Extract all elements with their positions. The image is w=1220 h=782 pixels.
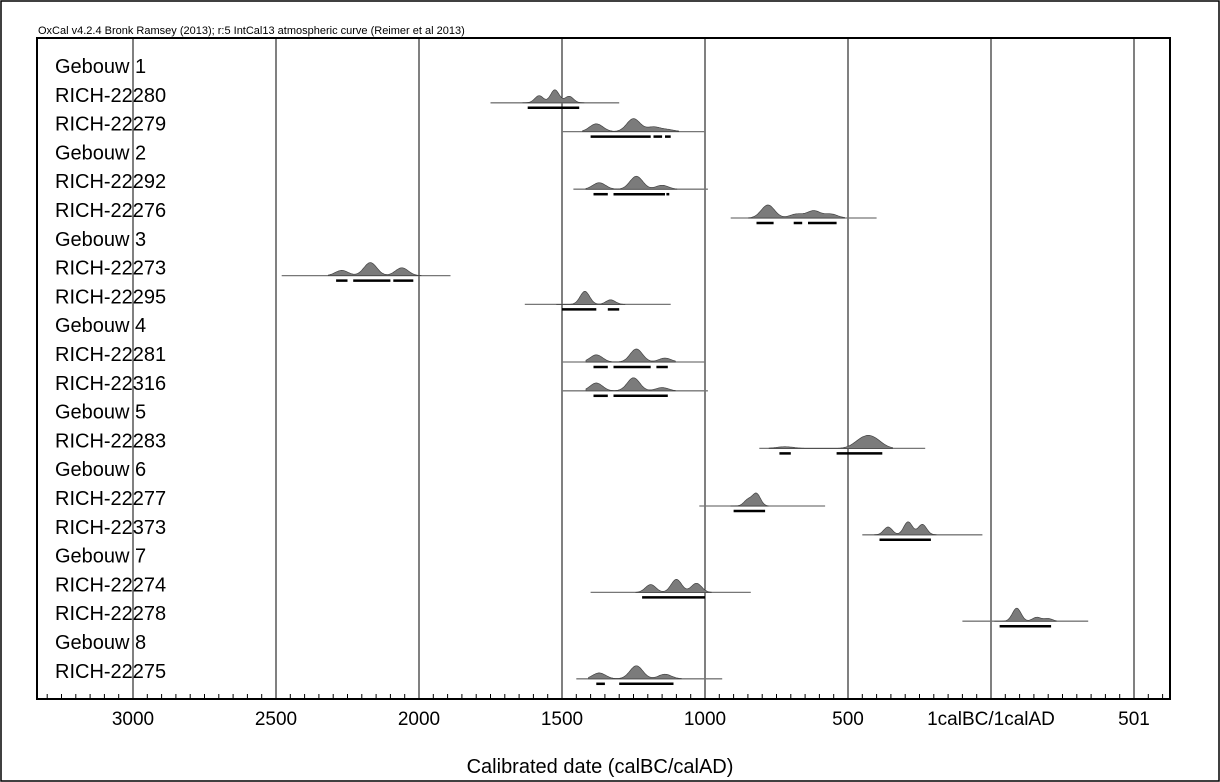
sample-label: RICH-22283	[55, 430, 166, 452]
sample-row	[576, 665, 723, 686]
sample-row	[862, 521, 983, 542]
sample-label: RICH-22280	[55, 85, 166, 107]
sample-row	[490, 89, 620, 110]
minor-ticks	[46, 689, 1164, 699]
x-axis-ticks: 3000 2500 2000 1500 1000 500 1calBC/1calAD 501	[112, 709, 1150, 730]
sample-label: RICH-22295	[55, 286, 166, 308]
sample-label: RICH-22316	[55, 373, 166, 395]
sample-row	[524, 291, 671, 311]
sample-label: RICH-22292	[55, 171, 166, 193]
sample-row	[562, 118, 705, 138]
x-axis-title: Calibrated date (calBC/calAD)	[467, 756, 734, 778]
sample-label: RICH-22273	[55, 258, 166, 280]
density-curve	[582, 118, 680, 132]
sample-row	[562, 377, 708, 398]
density-curve	[585, 175, 678, 190]
density-curve	[588, 665, 682, 680]
sample-row	[962, 607, 1089, 628]
density-curve	[730, 492, 769, 507]
density-curve	[748, 204, 845, 219]
x-tick-label: 3000	[112, 709, 154, 730]
sample-label: RICH-22373	[55, 517, 166, 539]
sample-rows	[281, 89, 1089, 686]
sample-label: RICH-22276	[55, 200, 166, 222]
row-labels: Gebouw 1 RICH-22280 RICH-22279 Gebouw 2 RICH…	[55, 56, 166, 683]
group-label: Gebouw 4	[55, 315, 146, 337]
group-label: Gebouw 3	[55, 229, 146, 251]
density-curve	[635, 579, 712, 593]
x-tick-label: 1500	[541, 709, 583, 730]
x-tick-label: 500	[832, 709, 864, 730]
x-tick-label: 1000	[684, 709, 726, 730]
density-curve	[585, 377, 676, 392]
sample-label: RICH-22274	[55, 574, 166, 596]
sample-row	[699, 492, 826, 513]
sample-label: RICH-22277	[55, 488, 166, 510]
group-label: Gebouw 8	[55, 632, 146, 654]
x-tick-label: 2000	[398, 709, 440, 730]
sample-label: RICH-22281	[55, 344, 166, 366]
density-curve	[994, 607, 1057, 622]
chart-title: OxCal v4.2.4 Bronk Ramsey (2013); r:5 In…	[38, 25, 465, 37]
sample-label: RICH-22275	[55, 661, 166, 683]
sample-label: RICH-22279	[55, 114, 166, 136]
group-label: Gebouw 7	[55, 546, 146, 568]
group-label: Gebouw 5	[55, 402, 146, 424]
density-curve	[556, 291, 626, 305]
sample-row	[730, 204, 877, 225]
density-curve	[327, 262, 422, 276]
group-label: Gebouw 1	[55, 56, 146, 78]
sample-row	[759, 435, 926, 455]
x-tick-label: 2500	[255, 709, 297, 730]
group-label: Gebouw 2	[55, 142, 146, 164]
density-curve	[522, 89, 585, 104]
group-label: Gebouw 6	[55, 459, 146, 481]
plot-frame	[36, 37, 1171, 700]
x-tick-label: 1calBC/1calAD	[927, 709, 1055, 730]
sample-row	[590, 579, 751, 599]
sample-row	[573, 175, 708, 196]
sample-row	[562, 348, 705, 369]
sample-row	[281, 262, 451, 282]
x-tick-label: 501	[1118, 709, 1150, 730]
density-curve	[768, 435, 893, 449]
sample-label: RICH-22278	[55, 603, 166, 625]
vertical-gridlines	[132, 38, 1135, 699]
density-curve	[874, 521, 937, 536]
density-curve	[585, 348, 676, 363]
